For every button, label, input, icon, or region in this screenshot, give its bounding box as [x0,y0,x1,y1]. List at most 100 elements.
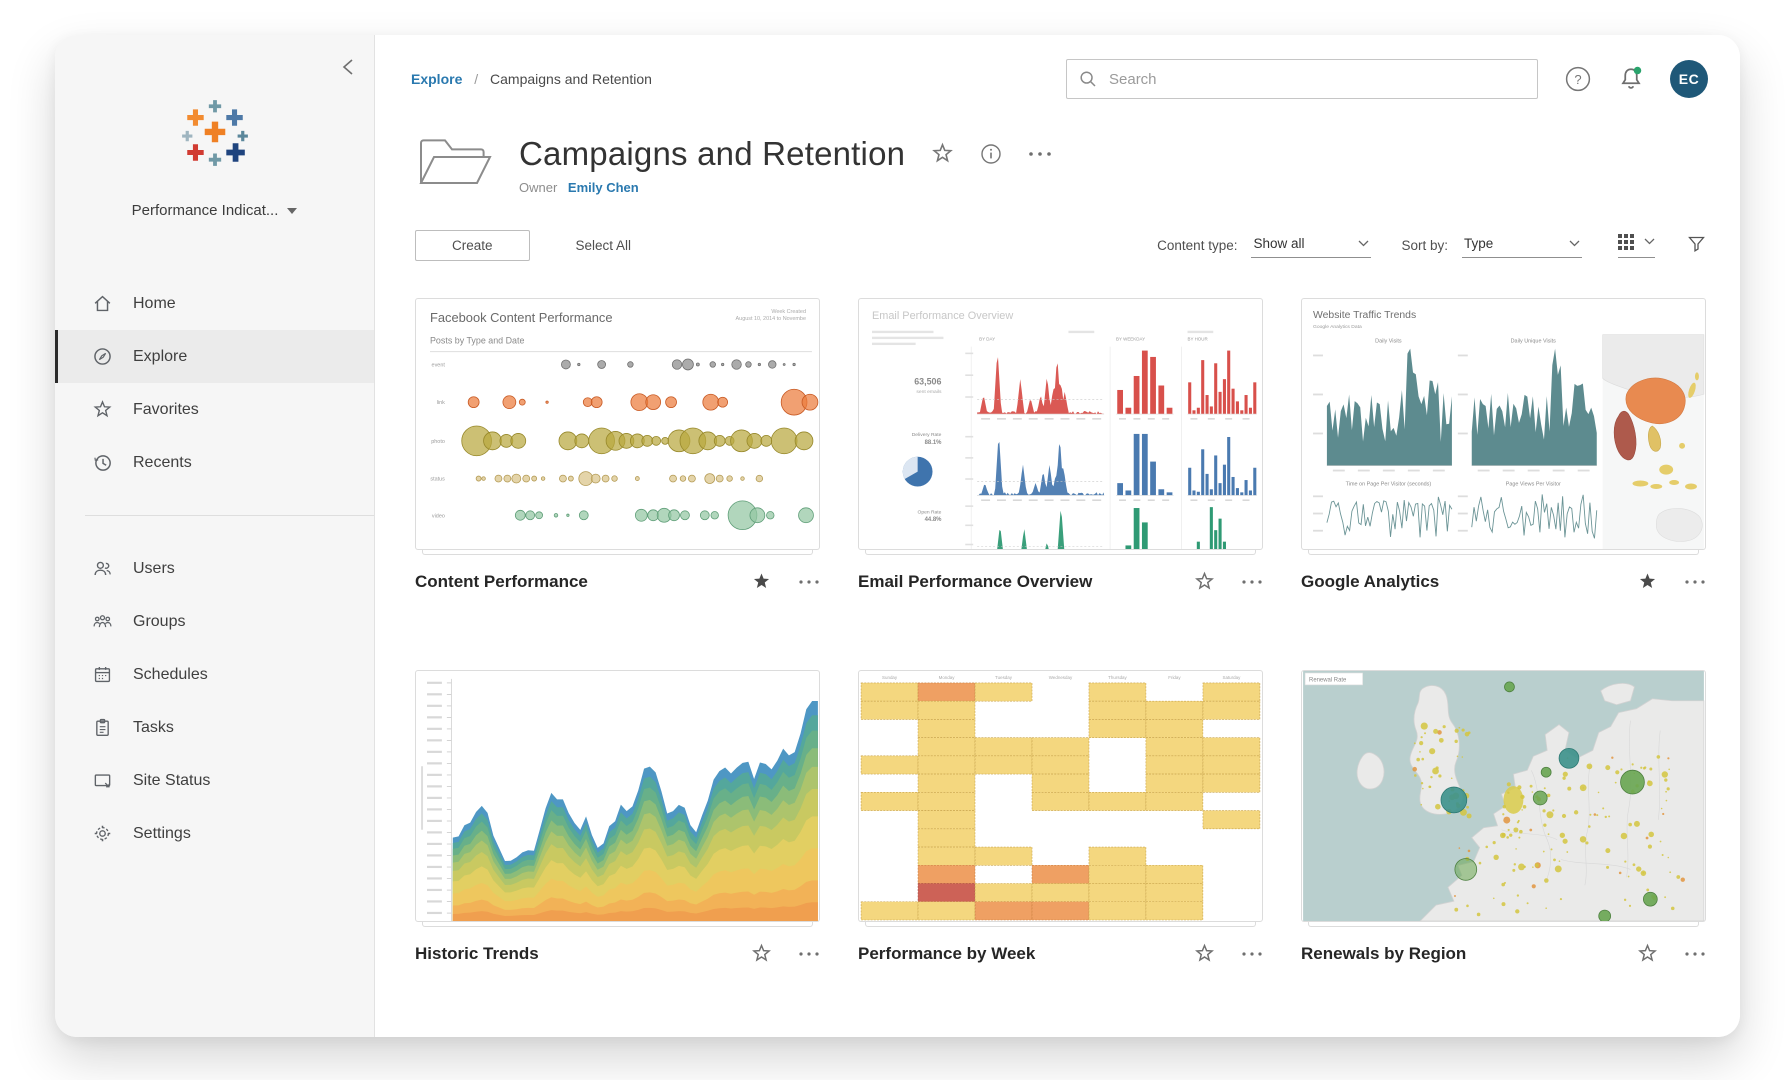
favorite-star-icon[interactable] [1637,571,1658,592]
sidebar-item-home[interactable]: Home [55,277,374,330]
card-title[interactable]: Content Performance [415,571,588,591]
sidebar: Performance Indicat... Home Explore Favo… [55,35,375,1037]
favorite-star-icon[interactable] [931,142,954,165]
sidebar-item-label: Explore [133,347,188,365]
sidebar-collapse-icon[interactable] [340,57,356,82]
folder-icon [415,129,495,200]
sidebar-item-settings[interactable]: Settings [55,807,374,860]
more-actions-icon[interactable] [798,951,820,957]
svg-text:Posts by Type and Date: Posts by Type and Date [430,336,524,346]
sidebar-item-groups[interactable]: Groups [55,595,374,648]
notification-bell-icon[interactable] [1616,64,1646,94]
info-icon[interactable] [980,143,1002,165]
sidebar-item-recents[interactable]: Recents [55,436,374,489]
sidebar-item-label: Settings [133,824,191,842]
chevron-down-icon [1644,238,1655,245]
groups-icon [91,611,113,633]
favorite-star-icon[interactable] [751,571,772,592]
svg-text:BY DAY: BY DAY [979,337,995,342]
svg-text:Renewal Rate: Renewal Rate [1309,677,1347,683]
sidebar-item-label: Recents [133,453,192,471]
more-actions-icon[interactable] [1241,951,1263,957]
more-actions-icon[interactable] [1028,151,1052,157]
breadcrumb-separator: / [474,71,479,87]
content-type-select[interactable]: Show all [1251,234,1372,258]
sidebar-item-label: Home [133,294,176,312]
sidebar-item-label: Schedules [133,665,208,683]
users-icon [91,558,113,580]
search-input[interactable] [1066,59,1538,99]
svg-text:Saturday: Saturday [1223,675,1242,680]
favorite-star-icon[interactable] [1637,943,1658,964]
card-title[interactable]: Email Performance Overview [858,571,1093,591]
thumbnail-content-performance[interactable]: Facebook Content Performance Week Create… [415,298,820,550]
sidebar-item-site-status[interactable]: Site Status [55,754,374,807]
svg-text:Week Created: Week Created [771,309,806,315]
calendar-icon [91,664,113,686]
thumbnail-stack-edge [865,550,1256,555]
compass-icon [91,346,113,368]
sidebar-item-schedules[interactable]: Schedules [55,648,374,701]
project-header: Campaigns and Retention Owner Emily Chen [375,99,1740,200]
svg-text:Facebook Content Performance: Facebook Content Performance [430,310,613,325]
more-actions-icon[interactable] [798,579,820,585]
filter-funnel-icon[interactable] [1687,235,1706,256]
sidebar-item-tasks[interactable]: Tasks [55,701,374,754]
sort-by-select[interactable]: Type [1462,234,1582,258]
svg-text:August 10, 2014 to Novembe: August 10, 2014 to Novembe [736,316,806,322]
thumbnail-performance-by-week[interactable]: Sunday Monday Tuesday Wednesday Thursday Frid… [858,670,1263,922]
svg-text:Email Performance Overview: Email Performance Overview [872,310,1013,322]
svg-text:Google Analytics Data: Google Analytics Data [1313,324,1362,330]
svg-text:Wednesday: Wednesday [1049,675,1073,680]
svg-text:Daily Visits: Daily Visits [1375,339,1402,345]
svg-text:Page Views Per Visitor: Page Views Per Visitor [1506,482,1561,488]
card-content-performance: Facebook Content Performance Week Create… [415,298,820,592]
owner-link[interactable]: Emily Chen [567,179,639,195]
sidebar-nav: Home Explore Favorites Recents [55,277,374,860]
sidebar-item-label: Site Status [133,771,211,789]
svg-text:Daily Unique Visits: Daily Unique Visits [1511,339,1557,345]
site-selector[interactable]: Performance Indicat... [55,202,374,219]
card-title[interactable]: Renewals by Region [1301,943,1467,963]
sort-by-label: Sort by: [1401,238,1448,253]
content-type-label: Content type: [1157,238,1238,253]
favorite-star-icon[interactable] [751,943,772,964]
help-icon[interactable]: ? [1564,65,1592,93]
favorite-star-icon[interactable] [1194,571,1215,592]
sidebar-item-label: Favorites [133,400,199,418]
thumbnail-google-analytics[interactable]: Website Traffic Trends Google Analytics … [1301,298,1706,550]
favorite-star-icon[interactable] [1194,943,1215,964]
thumbnail-renewals-by-region[interactable]: Renewal Rate [1301,670,1706,922]
card-title[interactable]: Performance by Week [858,943,1036,963]
asia-map [1602,334,1705,549]
svg-text:Tuesday: Tuesday [995,675,1013,680]
more-actions-icon[interactable] [1684,951,1706,957]
sidebar-item-explore[interactable]: Explore [55,330,374,383]
thumbnail-stack-edge [422,550,813,555]
card-title[interactable]: Historic Trends [415,943,539,963]
sidebar-item-label: Tasks [133,718,174,736]
card-title[interactable]: Google Analytics [1301,571,1440,591]
app-window: Performance Indicat... Home Explore Favo… [55,35,1740,1037]
thumbnail-historic-trends[interactable] [415,670,820,922]
site-selector-label: Performance Indicat... [131,202,279,219]
select-all-button[interactable]: Select All [575,238,632,253]
more-actions-icon[interactable] [1241,579,1263,585]
sidebar-item-favorites[interactable]: Favorites [55,383,374,436]
svg-text:?: ? [1574,72,1581,87]
content-grid: Facebook Content Performance Week Create… [415,298,1706,964]
create-button[interactable]: Create [415,230,530,261]
card-renewals-by-region: Renewal Rate Renewals by Region [1301,670,1706,964]
avatar[interactable]: EC [1670,60,1708,98]
svg-text:sent emails: sent emails [916,389,942,395]
thumbnail-email-performance[interactable]: Email Performance Overview BY DAY BY WEE… [858,298,1263,550]
svg-text:status: status [430,477,445,483]
svg-text:Open Rate: Open Rate [917,509,941,515]
more-actions-icon[interactable] [1684,579,1706,585]
clipboard-icon [91,717,113,739]
topbar: Explore / Campaigns and Retention ? EC [375,35,1740,99]
view-mode-select[interactable] [1618,233,1655,258]
sidebar-item-users[interactable]: Users [55,542,374,595]
svg-text:44.8%: 44.8% [925,517,943,523]
breadcrumb-explore-link[interactable]: Explore [411,71,463,87]
